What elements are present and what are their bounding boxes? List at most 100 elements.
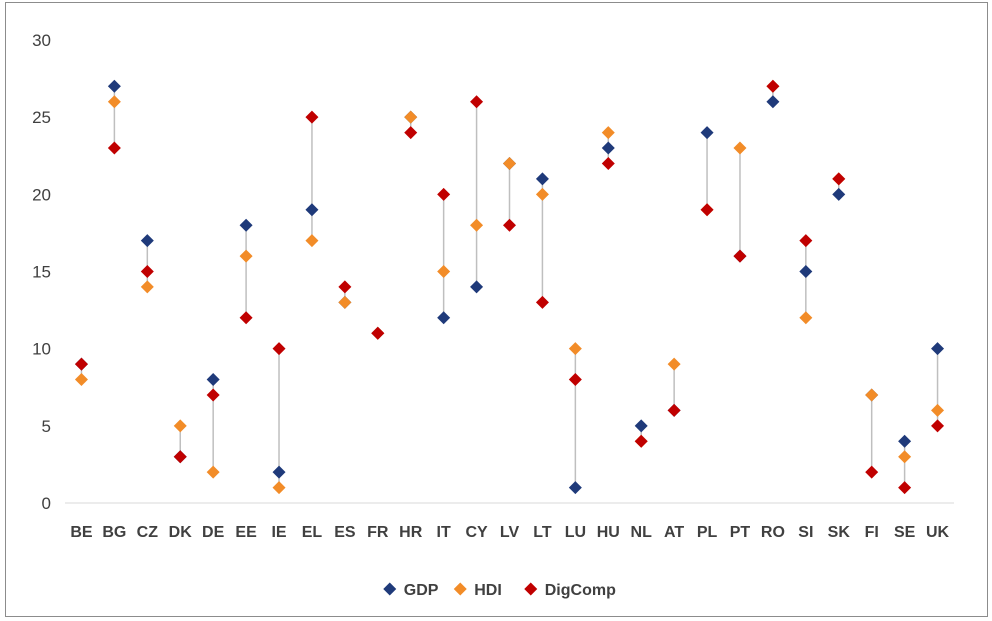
x-tick-label: SK: [828, 524, 851, 541]
hdi-marker: [601, 126, 615, 140]
legend-hdi-marker: [453, 582, 467, 596]
digcomp-marker: [503, 218, 516, 232]
dot-range-chart: 0 5 10 15 20 25 30 BE BG CZ DK DE EE IE EL ES FR HR IT CY L…: [32, 31, 954, 599]
x-tick-label: CZ: [137, 524, 159, 541]
gdp-marker: [305, 203, 319, 217]
x-tick-label: EE: [235, 524, 257, 541]
hdi-marker: [74, 373, 88, 387]
y-tick-label: 5: [42, 417, 51, 436]
digcomp-marker: [206, 388, 220, 402]
digcomp-marker: [832, 172, 846, 186]
hdi-marker: [404, 110, 418, 124]
x-tick-label: BE: [70, 524, 93, 541]
digcomp-marker: [371, 326, 385, 340]
y-axis-ticks: 0 5 10 15 20 25 30: [32, 31, 51, 513]
hdi-marker: [206, 465, 220, 479]
gdp-marker: [832, 187, 846, 201]
x-tick-label: FR: [367, 524, 389, 541]
digcomp-marker: [404, 126, 418, 140]
legend-gdp-label: GDP: [404, 582, 439, 599]
digcomp-marker: [733, 249, 747, 263]
hdi-marker: [898, 450, 912, 464]
hdi-marker: [338, 295, 352, 309]
x-tick-label: HU: [597, 524, 620, 541]
x-axis-ticks: BE BG CZ DK DE EE IE EL ES FR HR IT CY LV LT LU HU NL AT PL…: [70, 524, 949, 541]
gdp-marker: [568, 481, 582, 495]
x-tick-label: LU: [565, 524, 586, 541]
hdi-marker: [305, 234, 319, 248]
gdp-marker: [799, 265, 813, 278]
digcomp-marker: [437, 187, 451, 201]
hdi-marker: [568, 342, 582, 356]
digcomp-marker: [766, 79, 780, 93]
hdi-marker: [667, 357, 681, 371]
x-tick-label: LT: [533, 524, 552, 541]
hdi-marker: [733, 141, 747, 155]
gdp-marker: [535, 172, 549, 186]
gdp-marker: [140, 234, 154, 248]
hdi-marker: [173, 419, 187, 433]
digcomp-marker: [107, 141, 121, 155]
x-tick-label: DE: [202, 524, 225, 541]
gdp-marker: [931, 342, 945, 356]
y-tick-label: 25: [32, 108, 51, 127]
gdp-marker: [437, 311, 451, 325]
gdp-marker: [601, 141, 615, 155]
data-markers: [74, 79, 945, 495]
digcomp-marker: [272, 342, 286, 356]
digcomp-marker: [667, 403, 681, 417]
digcomp-marker: [931, 419, 945, 433]
x-tick-label: SE: [894, 524, 916, 541]
legend-digcomp-marker: [524, 582, 538, 596]
chart-frame: 0 5 10 15 20 25 30 BE BG CZ DK DE EE IE EL ES FR HR IT CY L…: [5, 2, 988, 617]
hdi-marker: [799, 311, 813, 325]
hdi-marker: [865, 388, 879, 402]
gdp-marker: [766, 95, 780, 109]
x-tick-label: FI: [865, 524, 879, 541]
digcomp-marker: [865, 465, 879, 479]
hdi-marker: [470, 218, 484, 232]
hdi-marker: [107, 95, 121, 109]
hdi-marker: [535, 187, 549, 201]
hdi-marker: [931, 403, 945, 417]
gdp-marker: [272, 465, 286, 479]
gdp-marker: [634, 419, 648, 433]
digcomp-marker: [568, 373, 582, 387]
digcomp-marker: [173, 450, 187, 464]
hdi-marker: [503, 156, 516, 170]
gdp-marker: [107, 79, 121, 93]
legend-hdi-label: HDI: [474, 582, 502, 599]
x-tick-label: CY: [465, 524, 488, 541]
hdi-marker: [437, 265, 451, 278]
legend-digcomp-label: DigComp: [545, 582, 616, 599]
digcomp-marker: [799, 234, 813, 248]
gdp-marker: [206, 373, 220, 387]
digcomp-marker: [140, 265, 154, 278]
digcomp-marker: [601, 156, 615, 170]
legend-gdp-marker: [383, 582, 397, 596]
gdp-marker: [470, 280, 484, 294]
gdp-marker: [898, 434, 912, 448]
x-tick-label: DK: [169, 524, 193, 541]
x-tick-label: IT: [437, 524, 451, 541]
range-lines: [80, 86, 939, 488]
x-tick-label: PT: [730, 524, 751, 541]
legend: GDP HDI DigComp: [383, 582, 616, 599]
hdi-marker: [140, 280, 154, 294]
digcomp-marker: [239, 311, 253, 325]
digcomp-marker: [898, 481, 912, 495]
digcomp-marker: [535, 295, 549, 309]
x-tick-label: HR: [399, 524, 423, 541]
y-tick-label: 15: [32, 263, 51, 282]
hdi-marker: [272, 481, 286, 495]
x-tick-label: IE: [271, 524, 286, 541]
gdp-marker: [239, 218, 253, 232]
y-tick-label: 0: [42, 494, 51, 513]
hdi-marker: [239, 249, 253, 263]
digcomp-marker: [634, 434, 648, 448]
x-tick-label: NL: [631, 524, 653, 541]
digcomp-marker: [305, 110, 319, 124]
digcomp-marker: [470, 95, 484, 109]
x-tick-label: SI: [798, 524, 813, 541]
x-tick-label: ES: [334, 524, 356, 541]
